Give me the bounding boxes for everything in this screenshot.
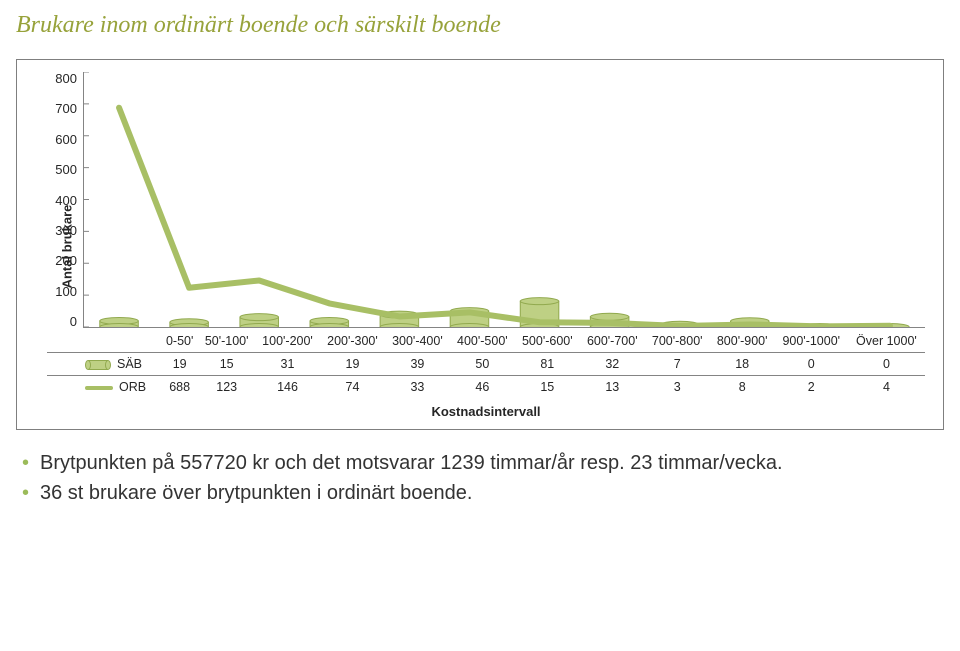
- category-label: 50'-100': [198, 330, 255, 353]
- series-name: ORB: [119, 380, 146, 394]
- series-value: 0: [775, 353, 848, 376]
- category-label: Över 1000': [848, 330, 925, 353]
- bullet-text: Brytpunkten på 557720 kr och det motsvar…: [40, 450, 783, 476]
- series-value: 19: [320, 353, 385, 376]
- bar: [310, 317, 349, 327]
- plot-area: [83, 72, 925, 328]
- bullet-dot-icon: •: [22, 480, 40, 506]
- y-axis-ticks: 800 700 600 500 400 300 200 100 0: [47, 72, 83, 328]
- series-value: 3: [645, 376, 710, 399]
- series-value: 19: [161, 353, 198, 376]
- series-value: 74: [320, 376, 385, 399]
- series-value: 146: [255, 376, 320, 399]
- bar: [100, 317, 139, 327]
- series-value: 81: [515, 353, 580, 376]
- category-row: 0-50'50'-100'100'-200'200'-300'300'-400'…: [47, 330, 925, 353]
- series-value: 15: [515, 376, 580, 399]
- series-value: 31: [255, 353, 320, 376]
- series-value: 46: [450, 376, 515, 399]
- bullet-text: 36 st brukare över brytpunkten i ordinär…: [40, 480, 472, 506]
- bar: [240, 314, 279, 327]
- ytick: 700: [55, 102, 77, 115]
- series-value: 688: [161, 376, 198, 399]
- series-value: 4: [848, 376, 925, 399]
- series-value: 8: [710, 376, 775, 399]
- series-value: 7: [645, 353, 710, 376]
- category-label: 500'-600': [515, 330, 580, 353]
- series-name: SÄB: [117, 357, 142, 371]
- plot-wrap: 800 700 600 500 400 300 200 100 0: [47, 72, 925, 328]
- bar: [170, 319, 209, 327]
- series-row: SÄB191531193950813271800: [47, 353, 925, 376]
- series-value: 13: [580, 376, 645, 399]
- ytick: 800: [55, 72, 77, 85]
- series-value: 39: [385, 353, 450, 376]
- bullet-list: • Brytpunkten på 557720 kr och det motsv…: [22, 450, 938, 506]
- ytick: 500: [55, 163, 77, 176]
- category-label: 900'-1000': [775, 330, 848, 353]
- y-axis-label: Antal brukare: [59, 205, 74, 289]
- series-value: 123: [198, 376, 255, 399]
- category-label: 100'-200': [255, 330, 320, 353]
- plot-and-table: 800 700 600 500 400 300 200 100 0 0-50'5…: [47, 72, 925, 421]
- legend-swatch-bar-icon: [85, 360, 111, 370]
- category-label: 300'-400': [385, 330, 450, 353]
- series-row: ORB 68812314674334615133824: [47, 376, 925, 399]
- chart-body: Antal brukare 800 700 600 500 400 300 20…: [25, 72, 925, 421]
- ytick: 600: [55, 133, 77, 146]
- series-value: 15: [198, 353, 255, 376]
- x-axis-label: Kostnadsintervall: [47, 398, 925, 421]
- series-value: 33: [385, 376, 450, 399]
- category-label: 200'-300': [320, 330, 385, 353]
- y-axis-label-wrap: Antal brukare: [25, 72, 47, 421]
- series-value: 0: [848, 353, 925, 376]
- series-value: 18: [710, 353, 775, 376]
- line-series: [119, 108, 890, 327]
- page-title: Brukare inom ordinärt boende och särskil…: [16, 12, 944, 39]
- series-value: 50: [450, 353, 515, 376]
- ytick: 0: [70, 315, 77, 328]
- series-value: 32: [580, 353, 645, 376]
- series-value: 2: [775, 376, 848, 399]
- chart-frame: Antal brukare 800 700 600 500 400 300 20…: [16, 59, 944, 430]
- category-label: 600'-700': [580, 330, 645, 353]
- bullet-dot-icon: •: [22, 450, 40, 476]
- bullet-item: • 36 st brukare över brytpunkten i ordin…: [22, 480, 938, 506]
- bullet-item: • Brytpunkten på 557720 kr och det motsv…: [22, 450, 938, 476]
- data-table: 0-50'50'-100'100'-200'200'-300'300'-400'…: [47, 330, 925, 398]
- legend-swatch-line-icon: [85, 383, 113, 393]
- page-root: Brukare inom ordinärt boende och särskil…: [0, 0, 960, 526]
- category-label: 400'-500': [450, 330, 515, 353]
- category-label: 700'-800': [645, 330, 710, 353]
- category-label: 800'-900': [710, 330, 775, 353]
- category-label: 0-50': [161, 330, 198, 353]
